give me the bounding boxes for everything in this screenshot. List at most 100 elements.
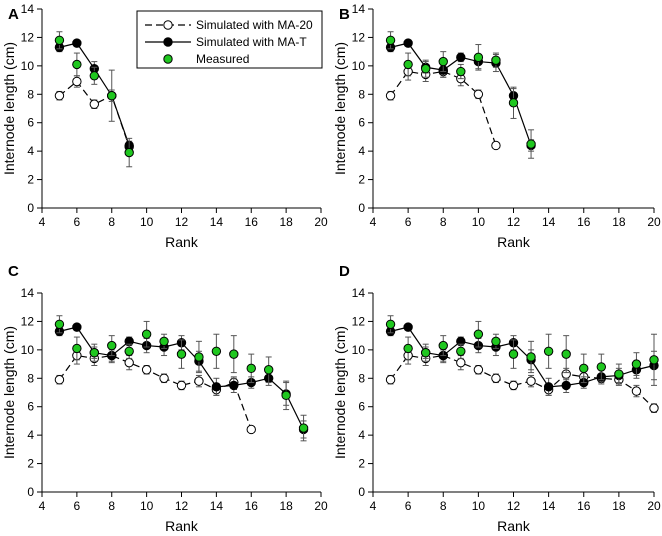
series-meas [54,315,309,442]
data-point-ma20 [124,357,134,368]
data-point-mat [229,380,239,391]
data-point-meas [124,147,134,158]
data-point-meas [473,52,484,63]
series-line-mat [59,42,130,146]
series-mat [54,38,134,151]
x-axis-title: Rank [497,234,531,250]
data-point-meas [631,359,642,369]
x-tick-label: 20 [314,499,328,513]
y-tick-label: 8 [27,87,34,101]
data-point-meas [456,346,466,356]
data-point-ma20 [491,140,501,151]
data-point-ma20 [54,91,65,101]
x-tick-label: 8 [440,215,447,229]
y-tick-label: 2 [358,173,365,187]
data-point-meas [263,365,274,375]
data-point-ma20 [508,380,519,391]
y-tick-label: 2 [27,173,34,187]
x-tick-label: 20 [314,215,328,229]
x-tick-label: 12 [175,215,189,229]
x-tick-label: 14 [210,499,224,513]
data-point-ma20 [72,76,82,87]
y-axis-title: Internode length (cm) [1,42,17,175]
data-point-meas [579,363,589,374]
data-point-mat [403,322,413,332]
data-point-meas [211,346,222,356]
y-tick-label: 6 [358,400,365,414]
data-point-meas [420,348,431,358]
y-tick-label: 10 [352,59,366,73]
data-point-ma20 [491,373,501,383]
x-tick-label: 6 [405,499,412,513]
x-tick-label: 18 [612,499,626,513]
x-tick-label: 10 [140,215,154,229]
data-point-meas [385,319,396,329]
x-tick-label: 4 [39,499,46,513]
y-tick-label: 6 [27,116,34,130]
x-tick-label: 8 [108,215,115,229]
y-tick-label: 4 [358,144,365,158]
x-tick-label: 16 [577,215,591,229]
panel-a: A 4 6 8 10 12 14 16 18 20 0 2 4 6 8 10 12 14 Rank Internode… [1,2,328,250]
data-point-meas [491,336,501,347]
x-tick-label: 6 [74,215,81,229]
x-tick-label: 8 [108,499,115,513]
data-point-meas [526,139,536,149]
y-tick-label: 12 [21,314,35,328]
series-meas [385,315,659,386]
legend: Simulated with MA-20 Simulated with MA-T M… [136,10,323,69]
x-tick-label: 14 [542,499,556,513]
data-point-meas [298,423,309,433]
data-point-ma20 [473,89,484,99]
data-point-meas [456,66,466,77]
y-axis-title: Internode length (cm) [1,326,17,459]
y-tick-label: 12 [352,314,366,328]
data-point-ma20 [176,380,187,391]
data-point-meas [385,35,396,45]
data-point-mat [72,38,82,48]
y-tick-label: 6 [27,400,34,414]
legend-label-meas: Measured [196,52,249,66]
y-tick-label: 4 [358,428,365,442]
series-meas [385,31,536,159]
x-tick-label: 16 [245,215,259,229]
data-point-meas [561,349,571,359]
data-point-ma20 [54,375,65,385]
x-tick-label: 4 [39,215,46,229]
data-point-meas [54,319,65,329]
data-point-ma20 [649,403,659,413]
x-tick-label: 14 [210,215,224,229]
y-tick-label: 14 [352,2,366,16]
panel-letter: B [339,6,350,23]
y-tick-label: 10 [21,59,35,73]
data-point-meas [596,362,607,372]
panel-letter: A [8,6,19,23]
series-line-ma20 [390,354,655,409]
series-mat [385,38,536,152]
data-point-meas [54,35,65,45]
x-tick-label: 6 [74,499,81,513]
series-meas [54,31,134,168]
series-line-ma20 [390,70,497,146]
data-point-meas [649,355,659,365]
x-tick-label: 10 [472,215,486,229]
y-axis-title: Internode length (cm) [332,42,348,175]
panel-b: B 4 6 8 10 12 14 16 18 20 0 2 4 6 8 10 12 14 Rank Internode… [332,2,661,250]
y-tick-label: 10 [352,343,366,357]
y-tick-label: 12 [21,30,35,44]
x-tick-label: 12 [507,499,521,513]
series-line-ma20 [58,354,252,430]
data-point-meas [491,55,501,65]
x-tick-label: 10 [472,499,486,513]
x-axis-title: Rank [497,518,531,534]
x-tick-label: 16 [245,499,259,513]
x-tick-label: 16 [577,499,591,513]
data-point-ma20 [89,99,100,109]
data-point-meas [107,91,117,101]
legend-marker-ma20 [163,20,173,30]
x-tick-label: 18 [279,499,293,513]
data-point-meas [176,349,187,359]
x-axis-title: Rank [165,518,199,534]
data-point-meas [614,369,624,379]
x-tick-label: 20 [647,499,661,513]
